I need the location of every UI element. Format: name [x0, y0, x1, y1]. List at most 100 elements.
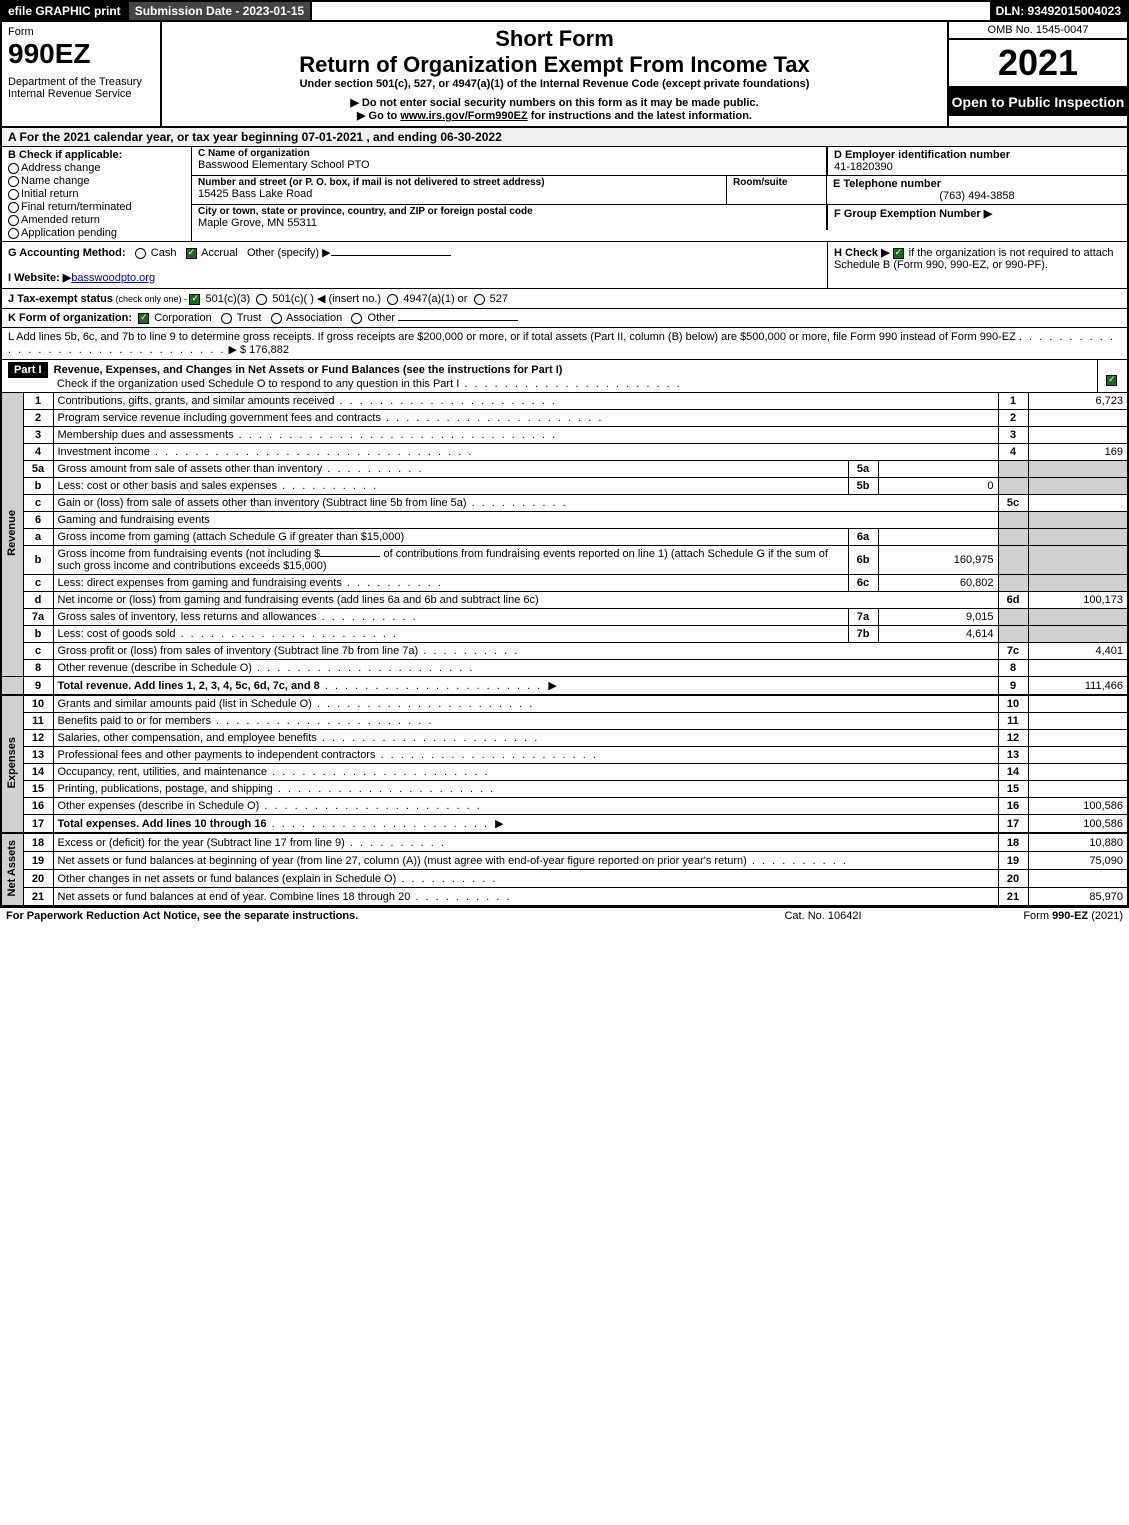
- radio-association[interactable]: [271, 313, 282, 324]
- footer-cat-no: Cat. No. 10642I: [723, 910, 923, 922]
- col-b-checkboxes: B Check if applicable: Address change Na…: [2, 147, 192, 241]
- org-name: Basswood Elementary School PTO: [198, 159, 820, 171]
- f-group-cell: F Group Exemption Number ▶: [827, 205, 1127, 230]
- chk-address-change[interactable]: Address change: [8, 162, 185, 174]
- line-7b: bLess: cost of goods sold 7b4,614: [1, 626, 1128, 643]
- line-7a: 7aGross sales of inventory, less returns…: [1, 609, 1128, 626]
- chk-accrual[interactable]: [186, 248, 197, 259]
- irs-link[interactable]: www.irs.gov/Form990EZ: [400, 110, 527, 122]
- d-ein-cell: D Employer identification number 41-1820…: [827, 147, 1127, 175]
- line-6a: aGross income from gaming (attach Schedu…: [1, 529, 1128, 546]
- street-address: 15425 Bass Lake Road: [198, 188, 720, 200]
- line-19: 19Net assets or fund balances at beginni…: [1, 852, 1128, 870]
- chk-corporation[interactable]: [138, 313, 149, 324]
- goto-post: for instructions and the latest informat…: [528, 110, 752, 122]
- header-center: Short Form Return of Organization Exempt…: [162, 22, 947, 126]
- radio-527[interactable]: [474, 294, 485, 305]
- chk-amended-return[interactable]: Amended return: [8, 214, 185, 226]
- short-form-title: Short Form: [168, 26, 941, 52]
- line-13: 13Professional fees and other payments t…: [1, 747, 1128, 764]
- row-l-gross-receipts: L Add lines 5b, 6c, and 7b to line 9 to …: [0, 328, 1129, 360]
- open-to-public: Open to Public Inspection: [949, 88, 1127, 116]
- f-label: F Group Exemption Number ▶: [834, 207, 1121, 220]
- line-14: 14Occupancy, rent, utilities, and mainte…: [1, 764, 1128, 781]
- line-1: Revenue 1Contributions, gifts, grants, a…: [1, 393, 1128, 410]
- addr-cell: Number and street (or P. O. box, if mail…: [192, 176, 727, 204]
- chk-application-pending[interactable]: Application pending: [8, 227, 185, 239]
- line-6c: cLess: direct expenses from gaming and f…: [1, 575, 1128, 592]
- website-link[interactable]: basswoodpto.org: [71, 272, 155, 284]
- chk-501c3[interactable]: [189, 294, 200, 305]
- goto-pre: ▶ Go to: [357, 110, 400, 122]
- efile-label[interactable]: efile GRAPHIC print: [2, 2, 129, 20]
- block-b-to-f: B Check if applicable: Address change Na…: [0, 147, 1129, 242]
- radio-other[interactable]: [351, 313, 362, 324]
- line-6b: b Gross income from fundraising events (…: [1, 546, 1128, 575]
- addr-label: Number and street (or P. O. box, if mail…: [198, 177, 720, 188]
- room-cell: Room/suite: [727, 176, 827, 204]
- line-17: 17Total expenses. Add lines 10 through 1…: [1, 815, 1128, 834]
- org-name-cell: C Name of organization Basswood Elementa…: [192, 147, 827, 175]
- radio-4947[interactable]: [387, 294, 398, 305]
- chk-final-return[interactable]: Final return/terminated: [8, 201, 185, 213]
- city-value: Maple Grove, MN 55311: [198, 217, 820, 229]
- form-label: Form: [8, 26, 154, 38]
- top-bar: efile GRAPHIC print Submission Date - 20…: [0, 0, 1129, 22]
- room-label: Room/suite: [733, 177, 820, 188]
- ssn-warning: ▶ Do not enter social security numbers o…: [168, 96, 941, 109]
- line-10: Expenses 10Grants and similar amounts pa…: [1, 695, 1128, 713]
- line-4: 4Investment income 4169: [1, 444, 1128, 461]
- dln-label: DLN: 93492015004023: [990, 2, 1127, 20]
- revenue-side-label: Revenue: [1, 393, 23, 677]
- part1-header-row: Part I Revenue, Expenses, and Changes in…: [0, 360, 1129, 393]
- row-g-h: G Accounting Method: Cash Accrual Other …: [0, 242, 1129, 289]
- chk-name-change[interactable]: Name change: [8, 175, 185, 187]
- radio-trust[interactable]: [221, 313, 232, 324]
- omb-number: OMB No. 1545-0047: [949, 22, 1127, 40]
- line-6d: dNet income or (loss) from gaming and fu…: [1, 592, 1128, 609]
- b-header: B Check if applicable:: [8, 149, 122, 161]
- h-label: H Check ▶: [834, 247, 890, 259]
- line-5a: 5aGross amount from sale of assets other…: [1, 461, 1128, 478]
- line-5b: bLess: cost or other basis and sales exp…: [1, 478, 1128, 495]
- h-schedule-b: H Check ▶ if the organization is not req…: [827, 242, 1127, 288]
- radio-501c[interactable]: [256, 294, 267, 305]
- line-3: 3Membership dues and assessments 3: [1, 427, 1128, 444]
- line-7c: cGross profit or (loss) from sales of in…: [1, 643, 1128, 660]
- col-c-org-info: C Name of organization Basswood Elementa…: [192, 147, 1127, 241]
- line-11: 11Benefits paid to or for members 11: [1, 713, 1128, 730]
- l-value: $ 176,882: [240, 344, 289, 356]
- footer-left: For Paperwork Reduction Act Notice, see …: [6, 910, 723, 922]
- line-12: 12Salaries, other compensation, and empl…: [1, 730, 1128, 747]
- line-8: 8Other revenue (describe in Schedule O) …: [1, 660, 1128, 677]
- line-9: 9Total revenue. Add lines 1, 2, 3, 4, 5c…: [1, 677, 1128, 696]
- goto-line: ▶ Go to www.irs.gov/Form990EZ for instru…: [168, 109, 941, 122]
- row-a-tax-year: A For the 2021 calendar year, or tax yea…: [0, 128, 1129, 147]
- chk-initial-return[interactable]: Initial return: [8, 188, 185, 200]
- g-other: Other (specify) ▶: [247, 247, 331, 259]
- row-k-form-org: K Form of organization: Corporation Trus…: [0, 309, 1129, 328]
- part1-check-text: Check if the organization used Schedule …: [57, 378, 459, 390]
- k-label: K Form of organization:: [8, 312, 132, 324]
- g-label: G Accounting Method:: [8, 247, 126, 259]
- header-left: Form 990EZ Department of the Treasury In…: [2, 22, 162, 126]
- line-15: 15Printing, publications, postage, and s…: [1, 781, 1128, 798]
- e-phone-cell: E Telephone number (763) 494-3858: [827, 176, 1127, 204]
- page-footer: For Paperwork Reduction Act Notice, see …: [0, 907, 1129, 924]
- j-label: J Tax-exempt status: [8, 293, 113, 305]
- expenses-side-label: Expenses: [1, 695, 23, 833]
- city-label: City or town, state or province, country…: [198, 206, 820, 217]
- chk-schedule-o[interactable]: [1106, 375, 1117, 386]
- radio-cash[interactable]: [135, 248, 146, 259]
- e-label: E Telephone number: [833, 178, 1121, 190]
- chk-schedule-b[interactable]: [893, 248, 904, 259]
- part1-title: Revenue, Expenses, and Changes in Net As…: [54, 364, 563, 376]
- department-label: Department of the Treasury Internal Reve…: [8, 76, 154, 100]
- submission-date: Submission Date - 2023-01-15: [129, 2, 312, 20]
- row-j-tax-exempt: J Tax-exempt status (check only one) - 5…: [0, 289, 1129, 309]
- part1-checkbox-cell: [1097, 360, 1127, 392]
- header-right: OMB No. 1545-0047 2021 Open to Public In…: [947, 22, 1127, 126]
- tax-year: 2021: [949, 40, 1127, 88]
- netassets-side-label: Net Assets: [1, 833, 23, 906]
- ein-value: 41-1820390: [834, 161, 1121, 173]
